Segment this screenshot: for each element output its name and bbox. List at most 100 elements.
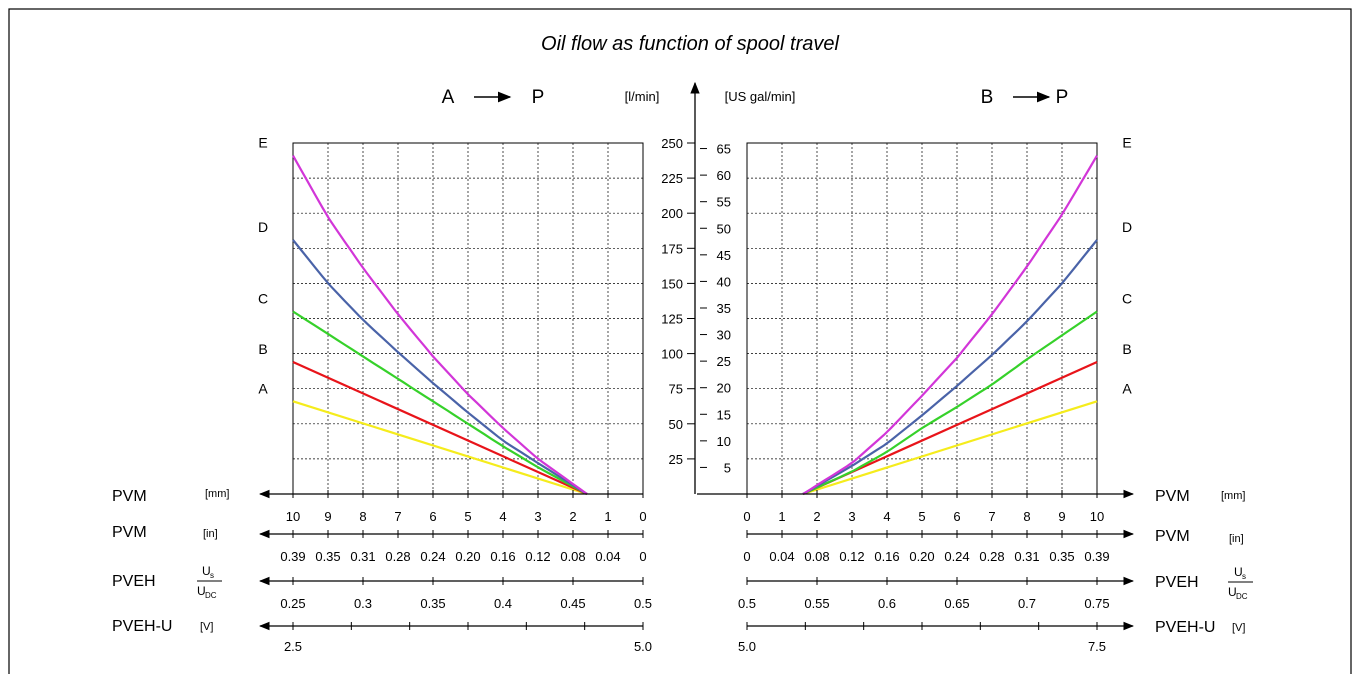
right-pvm_mm-tick-label: 8 — [1023, 509, 1030, 524]
svg-text:U: U — [1234, 565, 1243, 579]
right-pvm_mm-tick-label: 3 — [848, 509, 855, 524]
right-pveh_u-tick-label: 7.5 — [1088, 639, 1106, 654]
gpm-tick-label: 25 — [717, 354, 731, 369]
pveh-u-unit-right: [V] — [1232, 622, 1245, 634]
gpm-tick-label: 30 — [717, 328, 731, 343]
right-pvm_in-tick-label: 0.39 — [1084, 549, 1109, 564]
curve-label-left-E: E — [258, 135, 267, 151]
gpm-tick-label: 65 — [717, 142, 731, 157]
curve-labels: A B C D E A B C D E — [258, 135, 1132, 397]
series-line-left-B — [292, 360, 588, 496]
left-pvm_mm-tick-label: 9 — [324, 509, 331, 524]
curve-label-left-D: D — [258, 219, 268, 235]
right-pvm_mm-tick-label: 2 — [813, 509, 820, 524]
lpm-tick-label: 150 — [661, 276, 683, 291]
pveh-fraction-right: U s U DC — [1228, 565, 1253, 601]
pvm-in-label-left: PVM — [112, 524, 147, 541]
series-line-right-D — [802, 239, 1098, 495]
left-pvm_in-tick-label: 0.24 — [420, 549, 445, 564]
right-pvm_in-tick-label: 0.24 — [944, 549, 969, 564]
series-line-left-E — [292, 155, 588, 495]
pvm-mm-label-left: PVM — [112, 488, 147, 505]
pveh-label-left: PVEH — [112, 573, 156, 590]
left-pvm_mm-tick-label: 6 — [429, 509, 436, 524]
pvm-mm-unit-right: [mm] — [1221, 490, 1245, 502]
gpm-tick-label: 60 — [717, 168, 731, 183]
pvm-in-unit-right: [in] — [1229, 533, 1244, 545]
gpm-tick-label: 5 — [724, 460, 731, 475]
right-pvm_mm-tick-label: 7 — [988, 509, 995, 524]
right-pveh-tick-label: 0.5 — [738, 596, 756, 611]
left-pvm_mm-tick-label: 7 — [394, 509, 401, 524]
pvm-mm-unit-left: [mm] — [205, 488, 229, 500]
left-pveh-tick-label: 0.45 — [560, 596, 585, 611]
pveh-label-right: PVEH — [1155, 574, 1199, 591]
left-pveh_u-tick-label: 5.0 — [634, 639, 652, 654]
right-pvm_in-tick-label: 0.20 — [909, 549, 934, 564]
left-pvm_mm-tick-label: 3 — [534, 509, 541, 524]
right-pveh-tick-label: 0.7 — [1018, 596, 1036, 611]
left-pveh-tick-label: 0.5 — [634, 596, 652, 611]
left-pvm_mm-tick-label: 8 — [359, 509, 366, 524]
left-pvm_mm-tick-label: 5 — [464, 509, 471, 524]
right-pvm_in-tick-label: 0 — [743, 549, 750, 564]
gpm-tick-label: 20 — [717, 381, 731, 396]
left-pvm_in-tick-label: 0.04 — [595, 549, 620, 564]
lpm-tick-label: 200 — [661, 206, 683, 221]
left-pveh-tick-label: 0.3 — [354, 596, 372, 611]
center-axis: 25 50 75 100 125 150 175 200 225 250 5 10 15 20 25 30 35… — [661, 81, 731, 494]
lpm-tick-label: 50 — [669, 417, 683, 432]
lpm-tick-label: 250 — [661, 136, 683, 151]
left-pveh-tick-label: 0.4 — [494, 596, 512, 611]
center-unit-gpm: [US gal/min] — [725, 89, 796, 104]
left-pveh-tick-label: 0.25 — [280, 596, 305, 611]
left-pveh-tick-label: 0.35 — [420, 596, 445, 611]
svg-text:U: U — [202, 564, 211, 578]
gpm-tick-label: 10 — [717, 434, 731, 449]
curve-label-right-C: C — [1122, 290, 1132, 306]
right-pveh-tick-label: 0.55 — [804, 596, 829, 611]
lpm-tick-label: 100 — [661, 347, 683, 362]
chart-title: Oil flow as function of spool travel — [541, 33, 839, 55]
lpm-tick-label: 225 — [661, 171, 683, 186]
pveh-fraction-left: U s U DC — [197, 564, 222, 600]
svg-text:DC: DC — [1236, 592, 1248, 601]
right-pvm_in-tick-label: 0.35 — [1049, 549, 1074, 564]
left-pvm_mm-tick-label: 0 — [639, 509, 646, 524]
pvm-in-unit-left: [in] — [203, 528, 218, 540]
chart-border — [8, 8, 1352, 674]
right-pvm_in-tick-label: 0.31 — [1014, 549, 1039, 564]
left-pvm_in-tick-label: 0.31 — [350, 549, 375, 564]
curve-label-left-A: A — [258, 380, 268, 396]
series-line-left-D — [292, 239, 588, 495]
lpm-tick-label: 75 — [669, 382, 683, 397]
right-pvm_in-tick-label: 0.28 — [979, 549, 1004, 564]
pvm-mm-label-right: PVM — [1155, 488, 1190, 505]
right-pvm_in-tick-label: 0.08 — [804, 549, 829, 564]
series-line-right-C — [802, 310, 1098, 495]
right-pvm_in-tick-label: 0.16 — [874, 549, 899, 564]
svg-text:U: U — [197, 584, 206, 598]
gpm-tick-label: 15 — [717, 407, 731, 422]
curve-label-right-A: A — [1122, 380, 1132, 396]
pveh-u-label-left: PVEH-U — [112, 618, 172, 635]
series-line-left-A — [292, 400, 588, 496]
curve-label-right-E: E — [1122, 135, 1131, 151]
center-unit-lpm: [l/min] — [625, 89, 660, 104]
right-pvm_mm-tick-label: 6 — [953, 509, 960, 524]
right-pvm_mm-tick-label: 5 — [918, 509, 925, 524]
left-pvm_in-tick-label: 0.35 — [315, 549, 340, 564]
lpm-tick-label: 25 — [669, 452, 683, 467]
svg-text:U: U — [1228, 585, 1237, 599]
left-pvm_in-tick-label: 0.28 — [385, 549, 410, 564]
series-line-right-E — [802, 155, 1098, 495]
lpm-tick-label: 125 — [661, 312, 683, 327]
svg-text:s: s — [210, 571, 214, 580]
left-direction-from: A — [442, 87, 455, 108]
right-pveh-tick-label: 0.65 — [944, 596, 969, 611]
gpm-tick-label: 45 — [717, 248, 731, 263]
right-pveh_u-tick-label: 5.0 — [738, 639, 756, 654]
right-direction-from: B — [981, 87, 994, 108]
left-pvm_in-tick-label: 0.20 — [455, 549, 480, 564]
